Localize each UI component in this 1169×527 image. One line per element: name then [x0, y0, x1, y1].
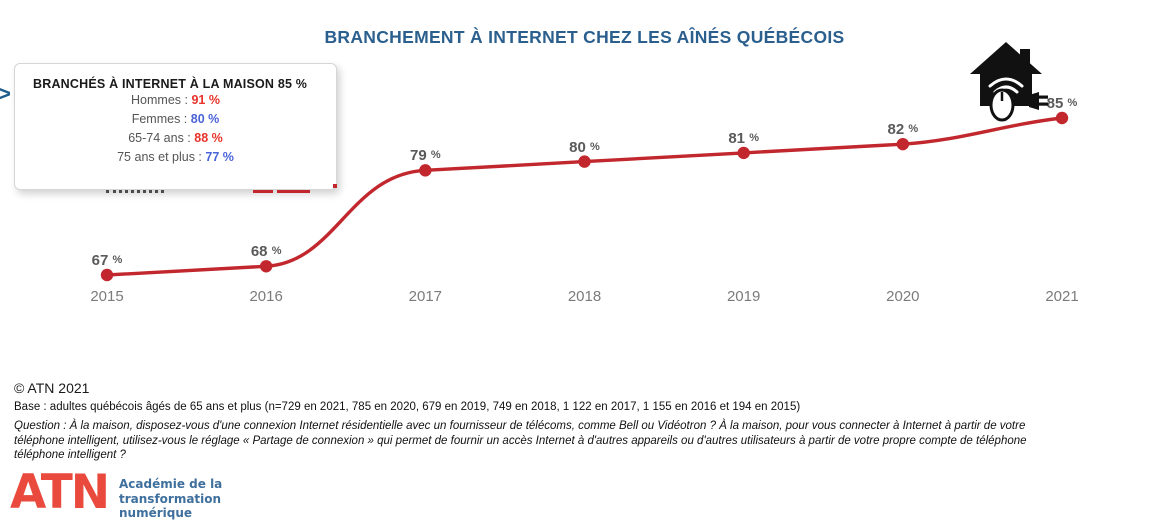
- obscured-text-fragment: [253, 190, 273, 193]
- callout-row-label: 75 ans et plus :: [117, 150, 206, 164]
- callout-row: Hommes : 91 %: [15, 91, 336, 110]
- data-point-label: 79 %: [410, 147, 441, 165]
- logo-tagline-line: Académie de la: [119, 477, 223, 491]
- callout-title: BRANCHÉS À INTERNET À LA MAISON 85 %: [33, 77, 308, 91]
- callout-row-value: 80 %: [190, 112, 220, 126]
- atn-logo-tagline: Académie de la transformation numérique: [119, 477, 222, 521]
- data-point-label: 67 %: [91, 252, 123, 269]
- obscured-text-fragment: [106, 190, 164, 193]
- x-axis-tick-label: 2016: [249, 288, 283, 305]
- data-point: [100, 268, 114, 282]
- callout-row-label: Hommes :: [131, 93, 192, 107]
- x-axis-tick-label: 2020: [886, 288, 920, 305]
- data-point-label: 80 %: [569, 138, 600, 156]
- callout-row: Femmes : 80 %: [15, 110, 336, 129]
- data-point-label: 82 %: [887, 121, 919, 139]
- copyright-note: © ATN 2021: [14, 380, 90, 396]
- callout-row-label: 65-74 ans :: [128, 131, 195, 145]
- base-note: Base : adultes québécois âgés de 65 ans …: [14, 401, 801, 413]
- data-point: [259, 260, 273, 273]
- question-line: téléphone intelligent, utilisez-vous le …: [14, 434, 1027, 447]
- data-point-label: 81 %: [728, 129, 759, 147]
- chevron-right-icon[interactable]: >: [0, 81, 11, 106]
- callout-row-value: 91 %: [191, 93, 220, 107]
- logo-tagline-line: numérique: [119, 506, 193, 520]
- question-line: Question : À la maison, disposez-vous d'…: [14, 420, 1026, 432]
- page-title: BRANCHEMENT À INTERNET CHEZ LES AÎNÉS QU…: [324, 27, 845, 47]
- data-point: [896, 137, 910, 151]
- question-line: téléphone intelligent ?: [14, 449, 126, 461]
- callout-row: 65-74 ans : 88 %: [15, 129, 336, 148]
- summary-callout: BRANCHÉS À INTERNET À LA MAISON 85 % Hom…: [14, 63, 337, 190]
- logo-tagline-line: transformation: [119, 491, 222, 506]
- data-point: [578, 155, 591, 168]
- data-point: [419, 164, 432, 177]
- data-point: [737, 146, 750, 160]
- callout-row-value: 77 %: [205, 150, 234, 164]
- data-point-label: 85 %: [1046, 95, 1078, 112]
- x-axis-tick-label: 2019: [726, 288, 761, 305]
- callout-row: 75 ans et plus : 77 %: [15, 148, 336, 167]
- callout-row-value: 88 %: [194, 131, 223, 145]
- x-axis-tick-label: 2018: [567, 288, 602, 305]
- obscured-text-fragment: [277, 190, 310, 193]
- x-axis-tick-label: 2017: [408, 288, 443, 305]
- question-note: Question : À la maison, disposez-vous d'…: [14, 419, 1027, 463]
- data-point: [1055, 111, 1069, 125]
- callout-rows: Hommes : 91 % Femmes : 80 % 65-74 ans : 88…: [15, 91, 336, 167]
- house-wifi-icon: [970, 42, 1048, 122]
- power-plug-icon: [1010, 92, 1048, 110]
- callout-row-label: Femmes :: [131, 112, 191, 126]
- atn-logo: ATN: [10, 465, 110, 520]
- obscured-text-fragment: [333, 184, 337, 188]
- x-axis-tick-label: 2015: [90, 288, 124, 305]
- line-chart: [100, 111, 1069, 282]
- computer-mouse-icon: [989, 88, 1015, 122]
- data-point-label: 68 %: [250, 243, 282, 261]
- x-axis-tick-label: 2021: [1045, 288, 1079, 305]
